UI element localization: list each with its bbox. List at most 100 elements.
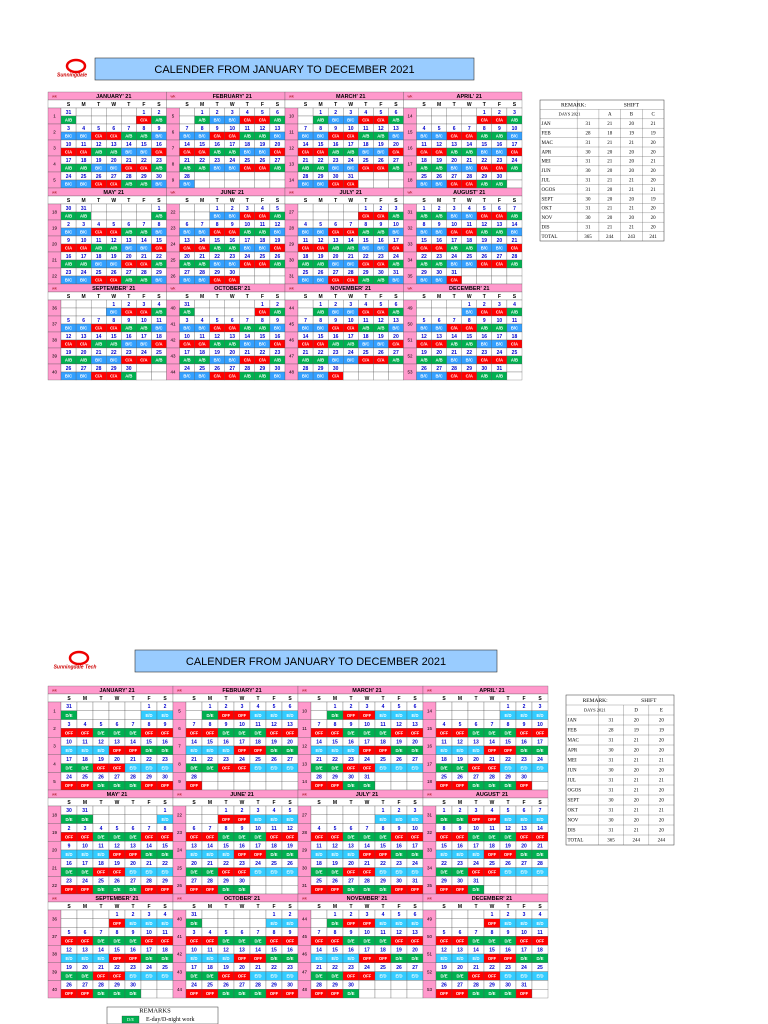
weekday: T <box>474 904 477 910</box>
day-number: 13 <box>114 739 120 745</box>
weekday: W <box>111 102 116 108</box>
shift-cell <box>249 781 267 791</box>
day-number: 19 <box>505 843 511 849</box>
table-value: 31 <box>609 779 615 784</box>
shift-code: D/E <box>239 730 246 735</box>
day-number: 11 <box>303 238 309 244</box>
shift-code: E/D <box>441 852 448 857</box>
day-number: 15 <box>380 843 386 849</box>
day-number: 22 <box>199 158 205 164</box>
weekday: W <box>230 102 235 108</box>
shift-code: B/C <box>420 182 427 187</box>
shift-code: D/E <box>207 870 214 875</box>
shift-code: B/C <box>274 230 281 235</box>
day-cell <box>342 805 360 815</box>
weekday: F <box>261 198 264 204</box>
shift-code: A/B <box>155 310 162 315</box>
weekday: T <box>97 198 100 204</box>
day-number: 22 <box>214 254 220 260</box>
shift-code: D/E <box>223 887 230 892</box>
day-number: 30 <box>275 366 281 372</box>
shift-cell <box>358 989 376 999</box>
day-number: 1 <box>423 206 426 212</box>
weekday: M <box>319 198 323 204</box>
shift-code: A/B <box>244 374 251 379</box>
shift-code: OFF <box>331 730 340 735</box>
weekday: T <box>224 800 227 806</box>
month: wk MAY' 21S M T W T F S1830A/B31A/B1A/B192B/C3B… <box>47 187 167 285</box>
day-number: 25 <box>441 775 447 781</box>
weekday: T <box>334 198 337 204</box>
day-cell <box>467 909 485 919</box>
week-number: 29 <box>302 848 308 853</box>
week-number: 50 <box>407 322 413 327</box>
shift-code: B/C <box>110 166 117 171</box>
day-number: 2 <box>459 808 462 814</box>
day-number: 10 <box>412 826 418 832</box>
weekday: W <box>348 294 353 300</box>
day-number: 28 <box>316 983 322 989</box>
week-number: 18 <box>407 178 413 183</box>
shift-code: A/B <box>110 342 117 347</box>
shift-code: D/E <box>223 991 230 996</box>
shift-code: B/C <box>80 182 87 187</box>
day-number: 14 <box>207 843 213 849</box>
day-number: 5 <box>334 826 337 832</box>
weekday: S <box>304 198 308 204</box>
shift-code: A/B <box>302 166 309 171</box>
shift-code: A/B <box>496 182 503 187</box>
shift-code: E/D <box>287 766 294 771</box>
week-number: 53 <box>427 987 433 992</box>
day-number: 16 <box>497 142 503 148</box>
day-number: 2 <box>68 826 71 832</box>
table-value: 20 <box>629 122 635 127</box>
day-number: 31 <box>412 879 418 885</box>
day-cell <box>531 876 549 886</box>
day-number: 26 <box>332 879 338 885</box>
day-number: 7 <box>186 126 189 132</box>
shift-cell <box>185 814 203 824</box>
shift-code: E/D <box>537 974 544 979</box>
day-number: 8 <box>164 826 167 832</box>
shift-code: OFF <box>331 991 340 996</box>
shift-code: D/E <box>348 938 355 943</box>
day-number: 10 <box>512 126 518 132</box>
shift-code: D/E <box>287 956 294 961</box>
shift-cell <box>217 918 235 928</box>
table-value: 31 <box>586 188 592 193</box>
shift-code: D/E <box>223 938 230 943</box>
shift-code: B/C <box>481 150 488 155</box>
shift-code: C/A <box>496 310 503 315</box>
day-number: 5 <box>116 826 119 832</box>
month: wk DECEMBER' 21S M T W T F S491B/C2C/A3C/A4A/B5… <box>403 283 523 381</box>
day-number: 6 <box>84 930 87 936</box>
weekday: T <box>246 102 249 108</box>
week-number: 22 <box>170 210 176 215</box>
shift-code: D/E <box>271 956 278 961</box>
day-number: 20 <box>348 861 354 867</box>
day-cell <box>515 876 533 886</box>
table-value: 21 <box>634 779 640 784</box>
day-number: 10 <box>348 126 354 132</box>
weekday: T <box>483 102 486 108</box>
weekday: S <box>157 102 161 108</box>
day-number: 21 <box>489 757 495 763</box>
day-cell <box>92 805 110 815</box>
day-number: 15 <box>141 142 147 148</box>
day-number: 23 <box>436 254 442 260</box>
month: wk MARCH' 21S M T W T F S101A/B2B/C3B/C4C/A5C/A… <box>284 91 404 189</box>
shift-cell <box>343 211 359 221</box>
day-number: 12 <box>421 334 427 340</box>
day-number: 25 <box>316 879 322 885</box>
weekday: W <box>467 198 472 204</box>
day-number: 1 <box>158 206 161 212</box>
shift-code: B/C <box>274 326 281 331</box>
day-number: 27 <box>451 174 457 180</box>
day-number: 30 <box>505 983 511 989</box>
day-number: 7 <box>257 930 260 936</box>
shift-code: D/E <box>412 852 419 857</box>
shift-code: OFF <box>65 834 74 839</box>
shift-code: OFF <box>286 730 295 735</box>
shift-code: C/A <box>110 230 117 235</box>
day-number: 12 <box>96 142 102 148</box>
